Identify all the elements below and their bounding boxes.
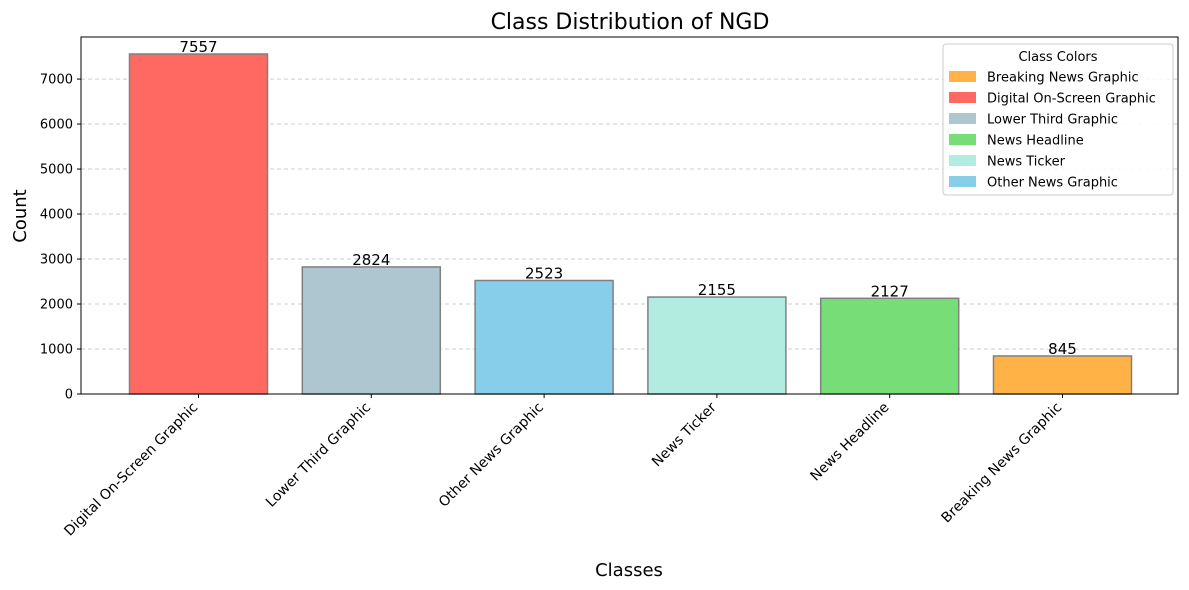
y-tick-label: 3000 [40, 253, 73, 268]
bar-digital-on-screen-graphic [128, 53, 269, 395]
legend-box [942, 43, 1174, 196]
x-tick-label: Breaking News Graphic [939, 400, 1066, 527]
bar-value-label: 2155 [698, 281, 736, 299]
x-tick-label: News Ticker [649, 399, 720, 470]
legend-label: Digital On-Screen Graphic [987, 92, 1156, 107]
bar-other-news-graphic [474, 279, 614, 395]
y-tick-label: 2000 [40, 298, 73, 313]
x-tick-label: Lower Third Graphic [263, 400, 374, 511]
bar-value-label: 2523 [525, 264, 563, 282]
bar-news-ticker [647, 296, 787, 395]
y-tick-label: 6000 [40, 118, 73, 133]
y-axis-label: Count [10, 189, 31, 242]
bar-lower-third-graphic [301, 266, 442, 395]
bar-value-label: 2824 [352, 251, 390, 269]
plot-frame [80, 36, 1179, 395]
legend-entries: Breaking News Graphic Digital On-Screen G… [949, 71, 1156, 191]
bar-breaking-news-graphic [992, 355, 1133, 395]
legend-swatch [949, 92, 976, 103]
legend-swatch [949, 155, 976, 166]
legend-title: Class Colors [1018, 50, 1097, 65]
bars [128, 53, 1133, 395]
bar-value-label: 845 [1048, 340, 1077, 358]
legend-swatch [949, 113, 976, 124]
legend-label: Other News Graphic [987, 176, 1118, 191]
legend-label: News Ticker [987, 155, 1066, 170]
legend-label: News Headline [987, 134, 1084, 149]
data-labels: 7557 2824 2523 2155 2127 845 [179, 38, 1076, 358]
bar-news-headline [819, 297, 960, 395]
x-axis-ticks: Digital On-Screen Graphic Lower Third Gra… [61, 394, 1065, 539]
legend-label: Breaking News Graphic [987, 71, 1139, 86]
x-tick-label: News Headline [808, 400, 893, 485]
y-tick-label: 4000 [40, 208, 73, 223]
bar-value-label: 7557 [179, 38, 217, 56]
x-tick-label: Digital On-Screen Graphic [61, 400, 201, 540]
chart-title: Class Distribution of NGD [491, 10, 770, 35]
y-tick-label: 0 [65, 388, 73, 403]
legend-swatch [949, 71, 976, 82]
y-tick-label: 5000 [40, 163, 73, 178]
x-tick-label: Other News Graphic [436, 400, 547, 511]
legend-swatch [949, 176, 976, 187]
y-tick-label: 1000 [40, 343, 73, 358]
bar-value-label: 2127 [871, 282, 909, 300]
y-tick-label: 7000 [40, 73, 73, 88]
legend-swatch [949, 134, 976, 145]
legend: Class Colors Breaking News Graphic Digita… [942, 43, 1174, 196]
y-axis-ticks: 0 1000 2000 3000 4000 5000 6000 7000 [40, 73, 81, 403]
x-axis-label: Classes [595, 560, 663, 581]
legend-label: Lower Third Graphic [987, 113, 1118, 128]
